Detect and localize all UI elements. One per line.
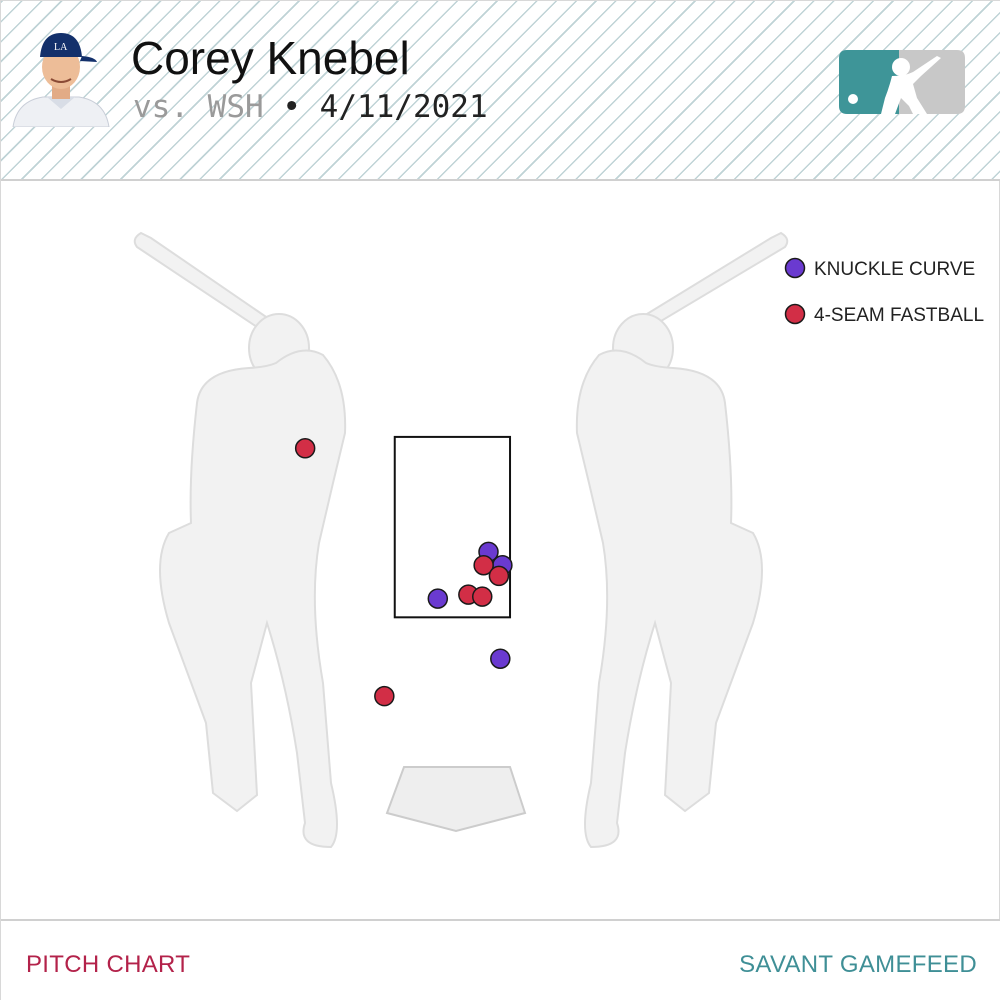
legend: KNUCKLE CURVE 4-SEAM FASTBALL	[784, 257, 984, 326]
footer-gamefeed-label: SAVANT GAMEFEED	[739, 951, 977, 978]
pitch-markers	[294, 438, 513, 707]
player-headshot: LA	[12, 33, 110, 127]
legend-label: 4-SEAM FASTBALL	[814, 305, 984, 326]
opponent: vs. WSH	[133, 89, 264, 125]
pitch-knuckle-curve-4	[490, 648, 511, 669]
league-logo-icon	[839, 50, 965, 114]
pitch-4-seam-fastball-5	[472, 586, 493, 607]
footer: PITCH CHART SAVANT GAMEFEED	[1, 919, 1000, 1001]
strike-zone	[393, 435, 512, 619]
header: LA Corey Knebel vs. WSH • 4/11/2021	[1, 1, 1000, 181]
game-info: vs. WSH • 4/11/2021	[133, 89, 488, 125]
game-date: 4/11/2021	[319, 89, 488, 125]
legend-label: KNUCKLE CURVE	[814, 259, 975, 280]
pitch-plot: KNUCKLE CURVE 4-SEAM FASTBALL	[133, 231, 984, 849]
left-batter-silhouette	[133, 231, 347, 849]
legend-marker	[784, 257, 806, 279]
footer-pitch-chart-label: PITCH CHART	[26, 951, 191, 978]
legend-item-knuckle-curve: KNUCKLE CURVE	[784, 257, 975, 280]
pitch-knuckle-curve-3	[427, 588, 449, 609]
home-plate	[385, 766, 527, 833]
player-name: Corey Knebel	[131, 32, 410, 84]
right-batter-silhouette	[575, 231, 789, 849]
pitch-4-seam-fastball-6	[374, 685, 395, 707]
pitch-4-seam-fastball-1	[294, 438, 316, 459]
pitch-4-seam-fastball-2	[473, 554, 494, 576]
svg-text:LA: LA	[54, 42, 68, 53]
pitch-4-seam-fastball-3	[488, 565, 510, 587]
legend-item-4-seam-fastball: 4-SEAM FASTBALL	[784, 303, 984, 326]
legend-marker	[784, 303, 806, 325]
separator: •	[263, 89, 320, 125]
